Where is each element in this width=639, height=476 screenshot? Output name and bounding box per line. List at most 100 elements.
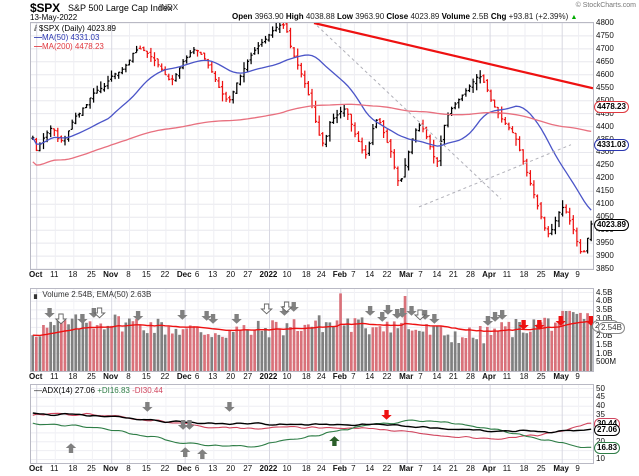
price-legend-series: ⅈ $SPX (Daily) 4023.89: [34, 24, 116, 33]
x-axis-tick: 25: [536, 372, 546, 381]
x-axis-tick: 7: [418, 270, 423, 279]
x-axis-tick: Apr: [482, 372, 496, 381]
x-axis-tick: 18: [301, 270, 311, 279]
volume-legend: ▖ Volume 2.54B, EMA(50) 2.63B: [34, 290, 151, 299]
x-axis-tick: 9: [575, 372, 580, 381]
volume-chart-panel[interactable]: ▖ Volume 2.54B, EMA(50) 2.63B: [30, 288, 594, 372]
adx-value-box: 16.83: [594, 442, 621, 455]
x-axis-tick: 25: [86, 270, 96, 279]
x-axis-tick: 28: [466, 372, 475, 381]
adx-legend: —ADX(14) 27.06 +DI16.83 -DI30.44: [34, 386, 163, 395]
price-plot-area: [31, 23, 593, 269]
volume-legend-text: Volume 2.54B, EMA(50) 2.63B: [42, 290, 152, 299]
x-axis-adx: Oct 11 18 25 Nov 8 15 22 Dec 6 13 20 27 2022 10 18 24 Feb…: [29, 464, 594, 476]
x-axis-tick: 6: [194, 270, 200, 279]
volume-value: 2.5B: [472, 12, 489, 21]
price-axis-tick: 4700: [596, 43, 614, 53]
volume-label: Volume: [441, 12, 470, 21]
x-axis-tick: 18: [519, 372, 529, 381]
x-axis-tick: 22: [382, 372, 392, 381]
ma50-value: 4331.03: [70, 33, 100, 42]
volume-axis-tick: 3.0B: [596, 313, 613, 323]
adx-axis-tick: 35: [596, 410, 605, 420]
volume-axis-tick: 2.0B: [596, 331, 613, 341]
price-axis-tick: 4650: [596, 56, 614, 66]
x-axis-tick: 24: [316, 270, 326, 279]
price-axis-tick: 4100: [596, 199, 614, 209]
x-axis-tick: Feb: [332, 372, 347, 381]
chart-date: 13-May-2022: [30, 13, 78, 22]
chart-header: $SPX S&P 500 Large Cap Index INDX 13-May…: [0, 0, 639, 22]
x-axis-tick: 11: [50, 372, 59, 381]
x-axis-tick: 7: [418, 464, 423, 473]
x-axis-tick: Nov: [103, 372, 119, 381]
x-axis-tick: Mar: [399, 270, 414, 279]
x-axis-tick: Nov: [103, 464, 119, 473]
volume-axis-tick: 4.0B: [596, 296, 613, 306]
adx-axis-tick: 50: [596, 383, 605, 393]
volume-value-box: 2.54B: [598, 321, 625, 334]
price-axis-tick: 3900: [596, 251, 614, 261]
open-label: Open: [232, 12, 253, 21]
x-axis-tick: Mar: [399, 464, 414, 473]
x-axis-tick: 14: [432, 464, 442, 473]
x-axis-tick: 20: [226, 372, 236, 381]
x-axis-tick: 18: [519, 270, 529, 279]
up-triangle-icon: ▲: [570, 14, 578, 21]
adx-axis-tick: 10: [596, 454, 605, 464]
x-axis-tick: 10: [282, 270, 292, 279]
x-axis-tick: 27: [243, 270, 253, 279]
x-axis-tick: 11: [502, 464, 512, 473]
ma200-line-icon: —: [34, 42, 42, 51]
low-label: Low: [337, 12, 354, 21]
x-axis-tick: Feb: [332, 464, 347, 473]
close-value: 4023.89: [410, 12, 440, 21]
volume-y-axis: 500M1.0B1.5B2.0B2.5B3.0B3.5B4.0B4.5B2.63…: [592, 288, 639, 372]
adx-chart-panel[interactable]: —ADX(14) 27.06 +DI16.83 -DI30.44: [30, 384, 594, 464]
price-axis-tick: 4450: [596, 108, 614, 118]
x-axis-tick: 24: [316, 372, 326, 381]
x-axis-tick: 18: [301, 464, 311, 473]
x-axis-tick: 25: [86, 464, 96, 473]
price-chart-svg: [31, 23, 593, 269]
x-axis-tick: 22: [382, 464, 392, 473]
price-legend: ⅈ $SPX (Daily) 4023.89 —MA(50) 4331.03 —…: [34, 24, 116, 51]
x-axis-tick: 7: [351, 270, 356, 279]
x-axis-tick: 24: [316, 464, 326, 473]
adx-plot-area: [31, 385, 593, 463]
mdi-label: -DI: [132, 386, 143, 395]
price-axis-tick: 4150: [596, 186, 614, 196]
volume-axis-tick: 1.0B: [596, 348, 613, 358]
x-axis-tick: 10: [282, 372, 292, 381]
x-axis-tick: 27: [243, 372, 253, 381]
x-axis-tick: Mar: [399, 372, 414, 381]
x-axis-tick: 6: [194, 464, 200, 473]
x-axis-tick: Dec: [176, 270, 192, 279]
price-axis-tick: 4050: [596, 212, 614, 222]
price-value-box: 4331.03: [594, 139, 629, 152]
high-label: High: [285, 12, 304, 21]
price-axis-tick: 4400: [596, 121, 614, 131]
x-axis-tick: 18: [68, 372, 78, 381]
x-axis-tick: 10: [282, 464, 292, 473]
x-axis-tick: 7: [351, 464, 356, 473]
price-series-value: 4023.89: [87, 24, 116, 33]
price-axis-tick: 4550: [596, 82, 614, 92]
x-axis-tick: 11: [50, 270, 59, 279]
x-axis-tick: 13: [208, 270, 218, 279]
x-axis-tick: May: [553, 372, 569, 381]
adx-line-icon: —: [34, 386, 42, 395]
x-axis-tick: 21: [448, 464, 458, 473]
price-axis-tick: 3850: [596, 264, 614, 273]
ma50-line-icon: —: [34, 33, 42, 42]
x-axis-tick: 18: [68, 270, 78, 279]
price-chart-panel[interactable]: ⅈ $SPX (Daily) 4023.89 —MA(50) 4331.03 —…: [30, 22, 594, 270]
x-axis-tick: 14: [432, 270, 442, 279]
volume-plot-area: [31, 289, 593, 371]
ma200-label: MA(200): [42, 42, 73, 51]
x-axis-tick: Oct: [29, 464, 43, 473]
price-series-label: $SPX (Daily): [39, 24, 85, 33]
adx-value: 27.06: [74, 386, 95, 395]
x-axis-tick: Feb: [332, 270, 347, 279]
